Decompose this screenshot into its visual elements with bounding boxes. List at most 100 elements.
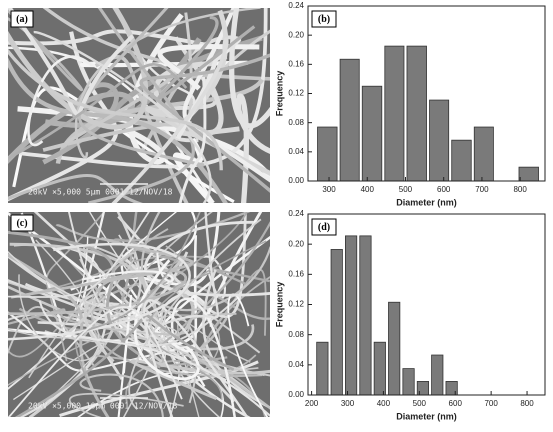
y-tick-label: 0.04	[288, 147, 304, 156]
bar	[384, 45, 405, 182]
image-caption: 20kV ×5,000 10µm 0001 12/NOV/18	[28, 402, 177, 411]
label-box	[10, 214, 34, 232]
x-tick-label: 700	[475, 185, 489, 194]
bar	[431, 354, 444, 396]
panel-label: (a)	[16, 14, 28, 25]
fiber	[113, 238, 270, 286]
fiber	[8, 253, 110, 417]
fiber	[117, 294, 133, 417]
fiber	[18, 239, 100, 362]
x-tick-label: 500	[399, 185, 413, 194]
fiber	[161, 212, 220, 326]
fiber	[8, 8, 149, 130]
bar	[317, 126, 338, 182]
fiber	[8, 63, 188, 160]
fiber	[66, 278, 270, 322]
fiber	[111, 37, 229, 203]
fiber	[157, 15, 256, 101]
fiber	[38, 300, 270, 417]
y-tick-label: 0.20	[288, 239, 304, 248]
x-tick-label: 600	[449, 399, 463, 408]
fiber	[144, 220, 270, 297]
fiber	[8, 306, 183, 417]
fiber	[79, 373, 164, 417]
y-tick-label: 0.16	[288, 269, 304, 278]
fiber	[227, 293, 269, 417]
x-tick-label: 300	[322, 185, 336, 194]
fiber	[8, 242, 191, 341]
bar	[330, 249, 343, 396]
bar	[406, 45, 427, 182]
bar	[388, 301, 401, 396]
fiber	[136, 212, 248, 302]
fiber	[8, 308, 95, 326]
x-tick-label: 400	[377, 399, 391, 408]
bar	[429, 99, 450, 182]
label-box	[311, 10, 337, 28]
y-tick-label: 0.00	[288, 176, 304, 185]
x-tick-label: 400	[361, 185, 375, 194]
fiber	[8, 328, 265, 377]
y-axis-label: Frequency	[274, 71, 284, 117]
y-tick-label: 0.20	[288, 30, 304, 39]
fiber	[33, 30, 212, 203]
x-tick-label: 800	[520, 399, 534, 408]
bar	[373, 341, 386, 396]
fiber	[235, 93, 270, 203]
y-tick-label: 0.24	[288, 209, 304, 218]
y-tick-label: 0.24	[288, 1, 304, 10]
bar	[339, 58, 360, 182]
y-tick-label: 0.04	[288, 360, 304, 369]
fiber	[8, 212, 198, 353]
panel-label: (b)	[318, 14, 330, 25]
x-tick-label: 600	[437, 185, 451, 194]
bar	[359, 235, 372, 396]
fiber	[8, 212, 150, 298]
bar	[473, 126, 494, 182]
fiber	[87, 8, 195, 203]
fiber	[75, 212, 201, 382]
fiber	[13, 342, 105, 417]
label-box	[311, 218, 337, 236]
fiber	[182, 8, 270, 183]
y-axis-label: Frequency	[274, 282, 284, 328]
y-tick-label: 0.16	[288, 59, 304, 68]
fiber	[62, 299, 115, 363]
bar	[518, 166, 539, 182]
x-tick-label: 700	[484, 399, 498, 408]
bar	[345, 235, 358, 396]
fibers	[8, 212, 270, 417]
label-box	[10, 10, 34, 28]
fiber	[20, 212, 106, 338]
fibers	[8, 8, 270, 203]
fiber	[8, 31, 119, 202]
y-tick-label: 0.12	[288, 300, 304, 309]
fiber	[28, 252, 136, 379]
sem-image: (a) 20kV ×5,000 5µm 0001 12/NOV/18	[8, 8, 270, 203]
x-axis-label: Diameter (nm)	[396, 197, 457, 207]
fiber	[128, 218, 262, 410]
x-tick-label: 500	[413, 399, 427, 408]
sem-image: (c) 20kV ×5,000 10µm 0001 12/NOV/18	[8, 212, 270, 417]
fiber	[8, 174, 143, 203]
fiber	[229, 8, 270, 129]
bar	[316, 341, 329, 396]
x-axis-label: Diameter (nm)	[396, 411, 457, 421]
x-tick-label: 300	[341, 399, 355, 408]
fiber	[8, 29, 224, 51]
y-tick-label: 0.00	[288, 390, 304, 399]
y-tick-label: 0.12	[288, 89, 304, 98]
bar	[402, 368, 415, 396]
fiber	[77, 371, 224, 417]
panel-label: (d)	[318, 222, 330, 233]
y-tick-label: 0.08	[288, 330, 304, 339]
x-tick-label: 200	[305, 399, 319, 408]
fiber	[8, 48, 223, 171]
fiber	[202, 269, 270, 410]
fiber	[178, 76, 207, 203]
bar	[361, 85, 383, 182]
x-tick-label: 800	[513, 185, 527, 194]
image-caption: 20kV ×5,000 5µm 0001 12/NOV/18	[28, 188, 173, 197]
panel-label: (c)	[16, 218, 27, 229]
